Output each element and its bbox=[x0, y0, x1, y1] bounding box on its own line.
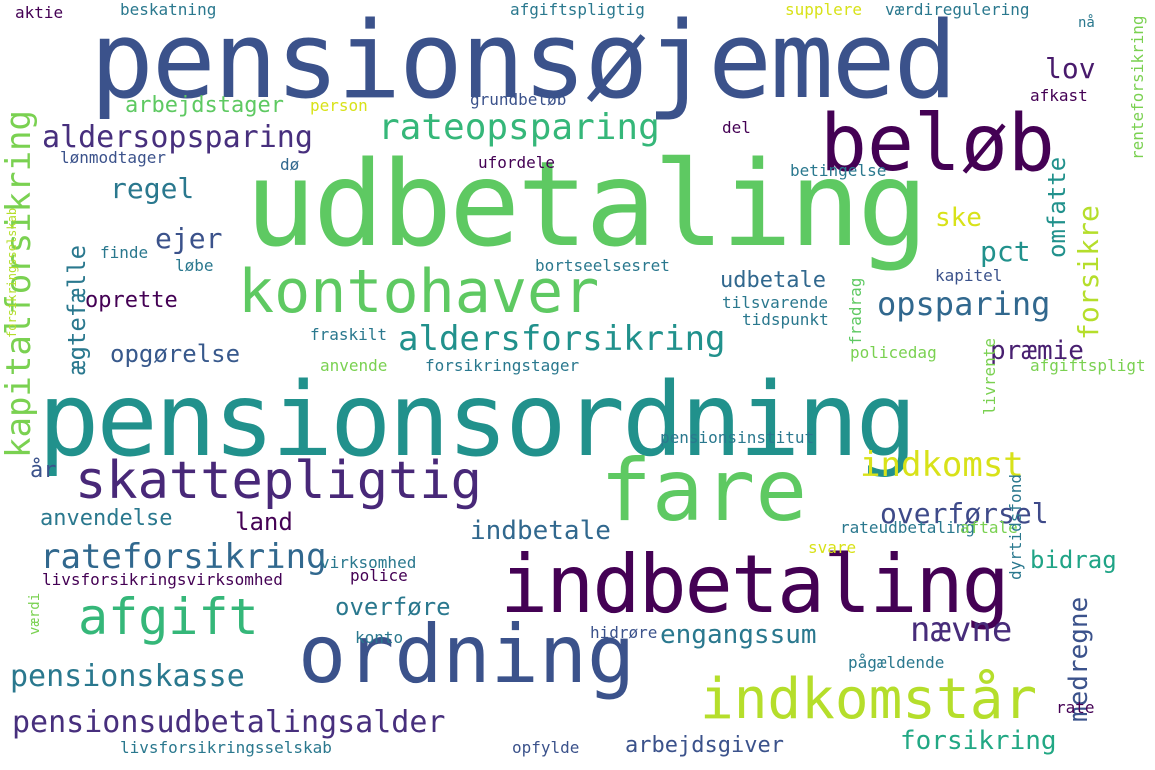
word: afgiftspligt bbox=[1030, 356, 1146, 375]
word: afkast bbox=[1030, 86, 1088, 105]
word: overføre bbox=[335, 593, 451, 621]
word: forsikringstager bbox=[425, 356, 580, 375]
word: værdiregulering bbox=[885, 0, 1030, 19]
word: forsikringsselskab bbox=[5, 207, 19, 338]
word: anvendelse bbox=[40, 506, 173, 531]
word: supplere bbox=[785, 0, 863, 19]
word: tidspunkt bbox=[742, 310, 829, 329]
word: anvende bbox=[320, 356, 388, 375]
word: renteforsikring bbox=[1128, 15, 1147, 161]
word: aldersforsikring bbox=[398, 319, 726, 359]
word: pensionskasse bbox=[10, 659, 245, 694]
word: fraskilt bbox=[310, 325, 388, 344]
word: livsforsikringsselskab bbox=[120, 738, 332, 757]
word: rateudbetaling bbox=[840, 518, 975, 537]
word: kontohaver bbox=[238, 257, 600, 327]
word: livsforsikringsvirksomhed bbox=[42, 570, 283, 589]
word: aldersopsparing bbox=[42, 120, 313, 155]
word: pågældende bbox=[848, 653, 945, 672]
word: engangssum bbox=[660, 620, 817, 650]
word: afgiftspligtig bbox=[510, 0, 645, 19]
word: pensionsudbetalingsalder bbox=[12, 705, 446, 740]
word: tilsvarende bbox=[722, 293, 828, 312]
word: udbetaling bbox=[245, 135, 928, 273]
word: pct bbox=[980, 235, 1031, 268]
word: nævne bbox=[910, 610, 1013, 650]
word: grundbeløb bbox=[470, 90, 567, 109]
word: lov bbox=[1045, 52, 1096, 85]
word: policedag bbox=[850, 343, 937, 362]
word: bortseelsesret bbox=[535, 256, 670, 275]
word: finde bbox=[100, 243, 149, 262]
word: dø bbox=[280, 155, 300, 174]
word: rateforsikring bbox=[40, 537, 327, 577]
word: beskatning bbox=[120, 0, 217, 19]
word: aftale bbox=[960, 518, 1018, 537]
word: kapitel bbox=[935, 266, 1003, 285]
word: opgørelse bbox=[110, 340, 241, 368]
word: indkomstår bbox=[700, 667, 1038, 732]
word: arbejdsgiver bbox=[625, 733, 784, 758]
word: virksomhed bbox=[320, 553, 417, 572]
word: afgift bbox=[78, 588, 259, 646]
word: opfylde bbox=[512, 738, 580, 757]
word: pensionsøjemed bbox=[90, 0, 957, 122]
word: forsikre bbox=[1072, 205, 1105, 340]
word: pensionsordning bbox=[38, 361, 917, 480]
word: år bbox=[30, 458, 57, 483]
word: livrente bbox=[980, 337, 999, 415]
word: præmie bbox=[990, 336, 1084, 366]
word: police bbox=[350, 566, 408, 585]
word: ægtefælle bbox=[63, 244, 91, 375]
word: betingelse bbox=[790, 161, 887, 180]
word: nå bbox=[1078, 15, 1095, 31]
word: løbe bbox=[175, 256, 214, 275]
word: pensionsinstitut bbox=[660, 428, 815, 447]
word: ejer bbox=[155, 222, 223, 255]
word: arbejdstager bbox=[125, 93, 284, 118]
word: bidrag bbox=[1030, 546, 1117, 574]
word: oprette bbox=[85, 288, 178, 313]
word: rate bbox=[1056, 698, 1095, 717]
word: indbetaling bbox=[500, 538, 1010, 631]
word: værdi bbox=[27, 592, 43, 635]
word: beløb bbox=[820, 99, 1055, 189]
word: aktie bbox=[15, 3, 64, 22]
word: person bbox=[310, 96, 368, 115]
word: hidrøre bbox=[590, 623, 658, 642]
word: regel bbox=[110, 172, 195, 205]
word: rateopsparing bbox=[378, 107, 660, 148]
word: ske bbox=[935, 203, 982, 233]
word: fradrag bbox=[846, 277, 865, 345]
word: del bbox=[722, 118, 751, 137]
word: opsparing bbox=[877, 285, 1051, 323]
word: ordning bbox=[298, 608, 636, 701]
word: fare bbox=[600, 441, 808, 541]
word: forsikring bbox=[900, 726, 1057, 756]
word: udbetale bbox=[720, 268, 826, 293]
word: land bbox=[235, 508, 293, 536]
word: overførsel bbox=[880, 497, 1049, 530]
word: omfatte bbox=[1043, 156, 1071, 258]
word: indkomst bbox=[860, 445, 1024, 485]
word: skattepligtig bbox=[75, 451, 482, 511]
word: ufordele bbox=[478, 153, 556, 172]
word: indbetale bbox=[470, 516, 611, 546]
word: konto bbox=[355, 628, 404, 647]
word: dyrtidsfond bbox=[1006, 474, 1025, 580]
word: lønmodtager bbox=[60, 148, 166, 167]
word: svare bbox=[808, 538, 857, 557]
